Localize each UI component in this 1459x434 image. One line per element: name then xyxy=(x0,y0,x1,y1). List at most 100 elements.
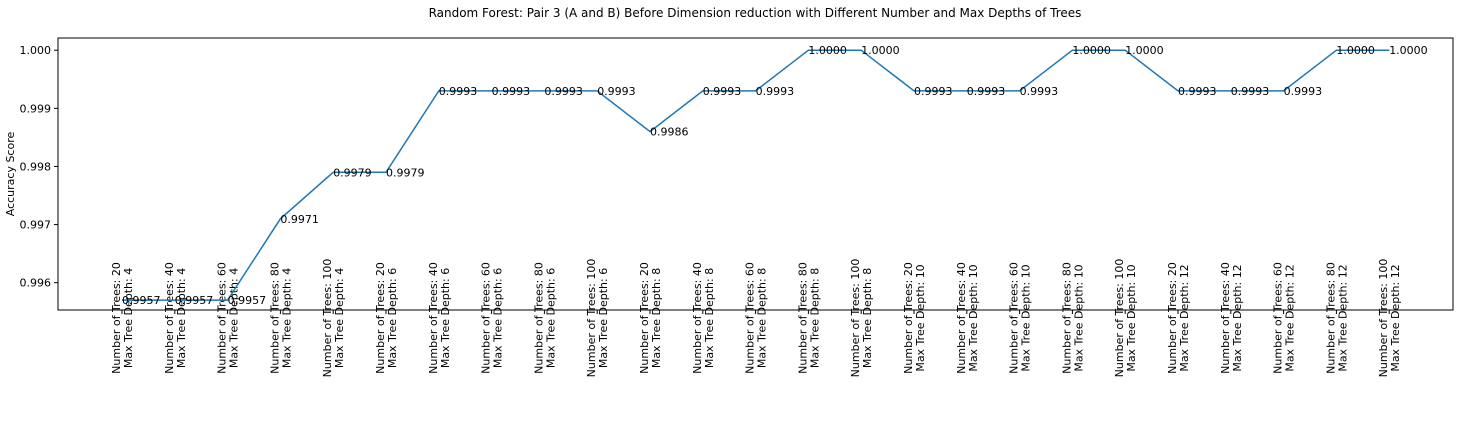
x-tick-label-trees: Number of Trees: 100 xyxy=(849,259,862,378)
x-axis: Number of Trees: 20Max Tree Depth: 4 Numb… xyxy=(110,259,1402,378)
x-tick-label-trees: Number of Trees: 80 xyxy=(796,262,809,374)
point-value-label: 0.9957 xyxy=(175,294,214,307)
point-value-label: 0.9993 xyxy=(1284,85,1323,98)
x-tick-label: Number of Trees: 60Max Tree Depth: 4 xyxy=(216,262,241,374)
point-value-label: 0.9993 xyxy=(756,85,795,98)
x-tick-label-trees: Number of Trees: 60 xyxy=(216,262,229,374)
x-tick-label-depth: Max Tree Depth: 4 xyxy=(333,268,346,368)
x-tick-label-depth: Max Tree Depth: 6 xyxy=(597,268,610,368)
x-tick-label-trees: Number of Trees: 80 xyxy=(268,262,281,374)
x-tick-label-depth: Max Tree Depth: 4 xyxy=(228,268,241,368)
x-tick-label: Number of Trees: 60Max Tree Depth: 10 xyxy=(1008,262,1033,374)
x-tick-label-depth: Max Tree Depth: 8 xyxy=(808,268,821,368)
x-tick-label: Number of Trees: 100Max Tree Depth: 6 xyxy=(585,259,610,378)
point-value-label: 1.0000 xyxy=(1336,44,1375,57)
x-tick-label-depth: Max Tree Depth: 12 xyxy=(1178,264,1191,371)
x-tick-label-depth: Max Tree Depth: 12 xyxy=(1284,264,1297,371)
x-tick-label-trees: Number of Trees: 20 xyxy=(110,262,123,374)
x-tick-label-depth: Max Tree Depth: 12 xyxy=(1231,264,1244,371)
x-tick-label-depth: Max Tree Depth: 8 xyxy=(650,268,663,368)
x-tick-label: Number of Trees: 80Max Tree Depth: 6 xyxy=(532,262,557,374)
point-value-label: 0.9993 xyxy=(544,85,583,98)
x-tick-label-depth: Max Tree Depth: 4 xyxy=(122,268,135,368)
x-tick-label-trees: Number of Trees: 100 xyxy=(321,259,334,378)
x-tick-label-depth: Max Tree Depth: 10 xyxy=(914,264,927,371)
x-tick-label-trees: Number of Trees: 40 xyxy=(163,262,176,374)
x-tick-label-depth: Max Tree Depth: 10 xyxy=(1020,264,1033,371)
point-value-label: 0.9971 xyxy=(280,213,319,226)
x-tick-label: Number of Trees: 40Max Tree Depth: 10 xyxy=(955,262,980,374)
x-tick-label: Number of Trees: 20Max Tree Depth: 4 xyxy=(110,262,135,374)
x-tick-label-trees: Number of Trees: 20 xyxy=(902,262,915,374)
x-tick-label-depth: Max Tree Depth: 8 xyxy=(861,268,874,368)
point-value-label: 0.9993 xyxy=(1231,85,1270,98)
x-tick-label-trees: Number of Trees: 20 xyxy=(374,262,387,374)
x-tick-label-depth: Max Tree Depth: 8 xyxy=(703,268,716,368)
x-tick-label: Number of Trees: 40Max Tree Depth: 6 xyxy=(427,262,452,374)
x-tick-label: Number of Trees: 60Max Tree Depth: 6 xyxy=(480,262,505,374)
x-tick-label: Number of Trees: 40Max Tree Depth: 4 xyxy=(163,262,188,374)
x-tick-label-trees: Number of Trees: 60 xyxy=(1008,262,1021,374)
chart-title: Random Forest: Pair 3 (A and B) Before D… xyxy=(429,6,1082,20)
x-tick-label-trees: Number of Trees: 40 xyxy=(427,262,440,374)
point-value-label: 1.0000 xyxy=(1125,44,1164,57)
data-labels: 0.9957 0.9957 0.9957 0.9971 0.9979 0.9979 0.99… xyxy=(122,44,1428,307)
y-axis: 0.996 0.997 0.998 0.999 1.000 xyxy=(20,44,58,290)
x-tick-label: Number of Trees: 100Max Tree Depth: 8 xyxy=(849,259,874,378)
x-tick-label: Number of Trees: 60Max Tree Depth: 12 xyxy=(1272,262,1297,374)
x-tick-label: Number of Trees: 20Max Tree Depth: 10 xyxy=(902,262,927,374)
x-tick-label-trees: Number of Trees: 100 xyxy=(1113,259,1126,378)
y-tick-label: 0.999 xyxy=(20,102,52,115)
point-value-label: 0.9993 xyxy=(597,85,636,98)
x-tick-label-trees: Number of Trees: 80 xyxy=(532,262,545,374)
x-tick-label: Number of Trees: 40Max Tree Depth: 8 xyxy=(691,262,716,374)
point-value-label: 1.0000 xyxy=(808,44,847,57)
point-value-label: 1.0000 xyxy=(1072,44,1111,57)
x-tick-label: Number of Trees: 20Max Tree Depth: 8 xyxy=(638,262,663,374)
y-tick-label: 1.000 xyxy=(20,44,52,57)
point-value-label: 1.0000 xyxy=(1389,44,1428,57)
x-tick-label: Number of Trees: 20Max Tree Depth: 12 xyxy=(1166,262,1191,374)
x-tick-label: Number of Trees: 80Max Tree Depth: 8 xyxy=(796,262,821,374)
point-value-label: 0.9957 xyxy=(228,294,267,307)
x-tick-label: Number of Trees: 100Max Tree Depth: 12 xyxy=(1377,259,1402,378)
x-tick-label: Number of Trees: 100Max Tree Depth: 4 xyxy=(321,259,346,378)
x-tick-label-trees: Number of Trees: 60 xyxy=(480,262,493,374)
point-value-label: 1.0000 xyxy=(861,44,900,57)
x-tick-label: Number of Trees: 60Max Tree Depth: 8 xyxy=(744,262,769,374)
x-tick-label-trees: Number of Trees: 40 xyxy=(1219,262,1232,374)
x-tick-label-depth: Max Tree Depth: 6 xyxy=(492,268,505,368)
x-tick-label-depth: Max Tree Depth: 10 xyxy=(1125,264,1138,371)
y-tick-label: 0.996 xyxy=(20,277,52,290)
x-tick-label-depth: Max Tree Depth: 12 xyxy=(1389,264,1402,371)
x-tick-label-depth: Max Tree Depth: 4 xyxy=(175,268,188,368)
point-value-label: 0.9993 xyxy=(914,85,953,98)
x-tick-label-depth: Max Tree Depth: 6 xyxy=(544,268,557,368)
y-tick-label: 0.998 xyxy=(20,160,52,173)
x-tick-label: Number of Trees: 80Max Tree Depth: 12 xyxy=(1324,262,1349,374)
accuracy-series xyxy=(122,49,1390,301)
x-tick-label-trees: Number of Trees: 40 xyxy=(691,262,704,374)
x-tick-label-trees: Number of Trees: 80 xyxy=(1324,262,1337,374)
x-tick-label: Number of Trees: 40Max Tree Depth: 12 xyxy=(1219,262,1244,374)
plot-frame xyxy=(57,37,1454,311)
point-value-label: 0.9993 xyxy=(439,85,478,98)
x-tick-label-depth: Max Tree Depth: 8 xyxy=(756,268,769,368)
x-tick-label-trees: Number of Trees: 80 xyxy=(1060,262,1073,374)
point-value-label: 0.9993 xyxy=(967,85,1006,98)
point-value-label: 0.9993 xyxy=(1178,85,1217,98)
x-tick-label-trees: Number of Trees: 60 xyxy=(1272,262,1285,374)
point-value-label: 0.9993 xyxy=(703,85,742,98)
x-tick-label: Number of Trees: 80Max Tree Depth: 4 xyxy=(268,262,293,374)
y-tick-label: 0.997 xyxy=(20,219,52,232)
x-tick-label-depth: Max Tree Depth: 4 xyxy=(280,268,293,368)
x-tick-label-trees: Number of Trees: 20 xyxy=(638,262,651,374)
x-tick-label-trees: Number of Trees: 100 xyxy=(1377,259,1390,378)
point-value-label: 0.9993 xyxy=(492,85,530,98)
accuracy-line xyxy=(122,49,1390,301)
x-tick-label-depth: Max Tree Depth: 12 xyxy=(1336,264,1349,371)
x-tick-label-trees: Number of Trees: 100 xyxy=(585,259,598,378)
point-value-label: 0.9986 xyxy=(650,126,689,139)
x-tick-label-depth: Max Tree Depth: 10 xyxy=(1072,264,1085,371)
